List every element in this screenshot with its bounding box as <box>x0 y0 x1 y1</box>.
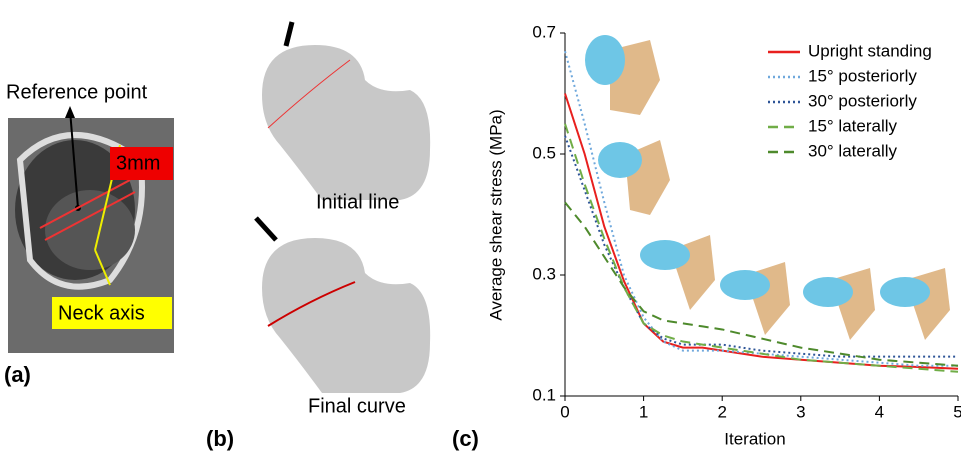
femur-shape <box>262 238 431 393</box>
legend-label: 30° posteriorly <box>808 91 917 110</box>
series-line <box>564 201 959 367</box>
inset-shape <box>585 35 625 85</box>
initial-line <box>267 59 351 129</box>
x-tick-label: 1 <box>639 402 648 421</box>
legend-label: 30° laterally <box>808 141 898 160</box>
x-tick-label: 4 <box>875 402 884 421</box>
insets <box>585 35 950 340</box>
panel-label: (b) <box>206 426 234 451</box>
series-line <box>564 50 958 367</box>
arrowhead <box>65 106 75 118</box>
final-label: Final curve <box>308 395 406 417</box>
y-tick-label: 0.3 <box>532 264 556 283</box>
series-line <box>564 123 959 373</box>
force-arrow <box>254 216 278 242</box>
inset-shape <box>598 142 642 178</box>
y-tick-label: 0.7 <box>532 22 556 41</box>
thickness-label: 3mm <box>116 152 160 174</box>
final-curve <box>267 281 356 327</box>
label-box <box>110 147 173 180</box>
inset-shape <box>803 277 853 307</box>
mri-region <box>45 190 135 270</box>
red-line <box>39 179 131 229</box>
red-line <box>44 191 136 241</box>
femur-shape <box>262 45 431 200</box>
inset-shape <box>640 240 690 270</box>
neck-axis-line <box>94 249 111 286</box>
label-box <box>52 297 172 329</box>
neck-axis-label: Neck axis <box>58 302 145 324</box>
mri-contour <box>16 132 145 290</box>
legend-label: Upright standing <box>808 41 932 60</box>
x-tick-label: 3 <box>796 402 805 421</box>
panel-b: Initial line Final curve (b) <box>206 21 431 451</box>
x-tick-label: 2 <box>717 402 726 421</box>
series-line <box>564 135 958 358</box>
series-line <box>564 93 959 370</box>
y-tick-label: 0.1 <box>532 385 556 404</box>
x-tick-label: 0 <box>560 402 569 421</box>
x-axis-label: Iteration <box>724 429 785 448</box>
inset-shape <box>880 277 930 307</box>
initial-label: Initial line <box>316 191 399 213</box>
reference-label: Reference point <box>6 81 148 103</box>
y-tick-label: 0.5 <box>532 143 556 162</box>
panel-label: (a) <box>4 362 31 387</box>
legend-label: 15° posteriorly <box>808 66 917 85</box>
inset-shape <box>720 270 770 300</box>
pointer-line <box>69 109 79 209</box>
y-axis-label: Average shear stress (MPa) <box>486 109 505 320</box>
legend-label: 15° laterally <box>808 116 898 135</box>
force-arrow <box>283 21 295 47</box>
panel-a: 3mm Neck axis Reference point (a) <box>4 81 174 387</box>
x-tick-label: 5 <box>953 402 961 421</box>
panel-label: (c) <box>452 426 479 451</box>
